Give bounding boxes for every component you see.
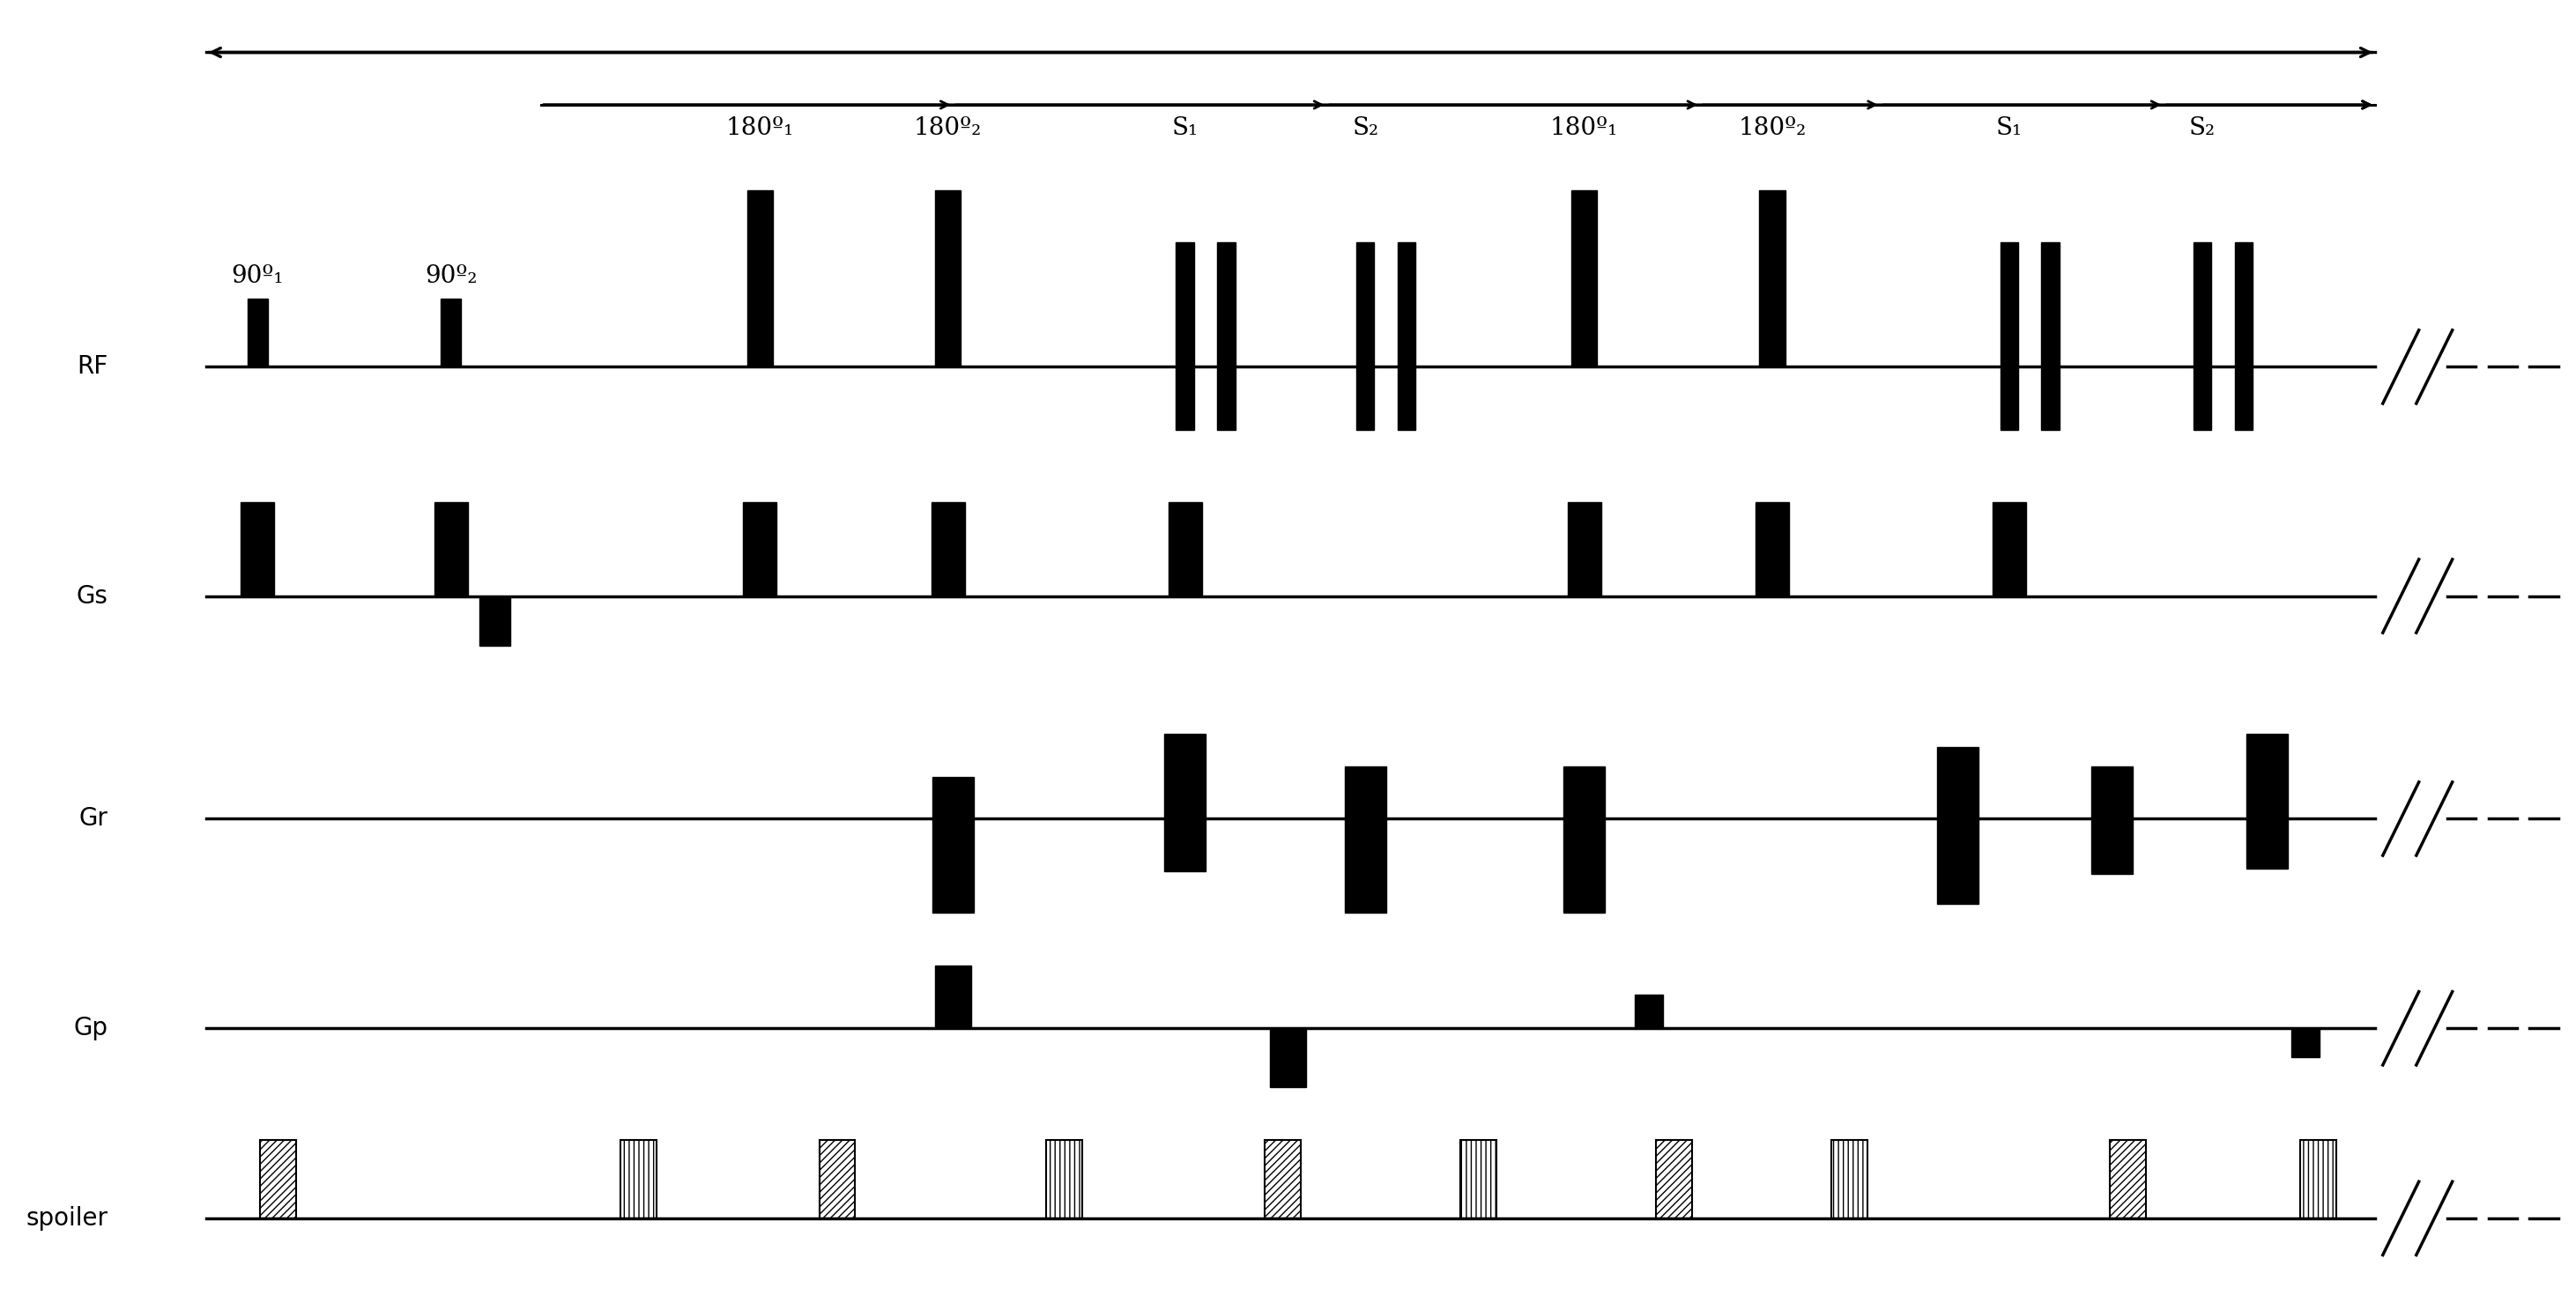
Bar: [621, 1140, 657, 1218]
Bar: [2293, 1028, 2321, 1057]
Bar: [1461, 1140, 1497, 1218]
Bar: [2236, 367, 2254, 430]
Text: S₂: S₂: [2190, 117, 2215, 140]
Bar: [1175, 367, 1195, 430]
Bar: [1164, 819, 1206, 871]
Bar: [1636, 994, 1664, 1028]
Bar: [1656, 1140, 1692, 1218]
Bar: [2246, 734, 2287, 819]
Bar: [1656, 1140, 1692, 1218]
Bar: [242, 502, 273, 596]
Bar: [479, 596, 510, 646]
Bar: [933, 777, 974, 819]
Bar: [1564, 819, 1605, 913]
Bar: [1046, 1140, 1082, 1218]
Bar: [2110, 1140, 2146, 1218]
Bar: [1757, 502, 1788, 596]
Text: S₂: S₂: [1352, 117, 1378, 140]
Bar: [2002, 242, 2020, 367]
Bar: [1571, 190, 1597, 367]
Bar: [1461, 1140, 1497, 1218]
Bar: [1937, 819, 1978, 904]
Bar: [933, 819, 974, 913]
Bar: [1046, 1140, 1082, 1218]
Bar: [747, 190, 773, 367]
Bar: [1566, 502, 1602, 596]
Bar: [1358, 367, 1376, 430]
Bar: [1399, 242, 1417, 367]
Bar: [1759, 190, 1785, 367]
Text: 180º₁: 180º₁: [1551, 117, 1618, 140]
Bar: [2092, 819, 2133, 874]
Text: 180º₁: 180º₁: [726, 117, 793, 140]
Bar: [621, 1140, 657, 1218]
Bar: [1345, 819, 1386, 913]
Bar: [260, 1140, 296, 1218]
Bar: [2092, 766, 2133, 819]
Text: 90º₁: 90º₁: [232, 265, 283, 288]
Text: S₁: S₁: [1996, 117, 2022, 140]
Bar: [2300, 1140, 2336, 1218]
Bar: [2236, 242, 2254, 367]
Bar: [935, 190, 961, 367]
Bar: [1164, 734, 1206, 819]
Bar: [1832, 1140, 1868, 1218]
Bar: [1170, 502, 1200, 596]
Bar: [819, 1140, 855, 1218]
Bar: [742, 502, 778, 596]
Bar: [440, 299, 461, 367]
Bar: [260, 1140, 296, 1218]
Text: RF: RF: [77, 355, 108, 379]
Bar: [1216, 367, 1234, 430]
Bar: [1399, 367, 1417, 430]
Bar: [2002, 367, 2020, 430]
Text: 180º₂: 180º₂: [914, 117, 981, 140]
Bar: [1175, 242, 1195, 367]
Bar: [433, 502, 469, 596]
Bar: [1937, 747, 1978, 819]
Text: Gr: Gr: [80, 807, 108, 831]
Text: 90º₂: 90º₂: [425, 265, 477, 288]
Bar: [247, 299, 268, 367]
Bar: [930, 502, 963, 596]
Bar: [2246, 819, 2287, 869]
Bar: [1832, 1140, 1868, 1218]
Bar: [1994, 502, 2027, 596]
Bar: [1358, 242, 1376, 367]
Bar: [935, 965, 971, 1028]
Bar: [2043, 367, 2061, 430]
Bar: [819, 1140, 855, 1218]
Bar: [1265, 1140, 1301, 1218]
Bar: [2300, 1140, 2336, 1218]
Bar: [1564, 766, 1605, 819]
Bar: [1270, 1028, 1306, 1087]
Bar: [2043, 242, 2061, 367]
Bar: [2110, 1140, 2146, 1218]
Bar: [1265, 1140, 1301, 1218]
Text: spoiler: spoiler: [26, 1207, 108, 1230]
Bar: [2195, 367, 2213, 430]
Bar: [1216, 242, 1234, 367]
Text: 180º₂: 180º₂: [1739, 117, 1806, 140]
Text: S₁: S₁: [1172, 117, 1198, 140]
Bar: [2195, 242, 2213, 367]
Bar: [1345, 766, 1386, 819]
Text: Gs: Gs: [77, 584, 108, 608]
Text: Gp: Gp: [75, 1017, 108, 1040]
